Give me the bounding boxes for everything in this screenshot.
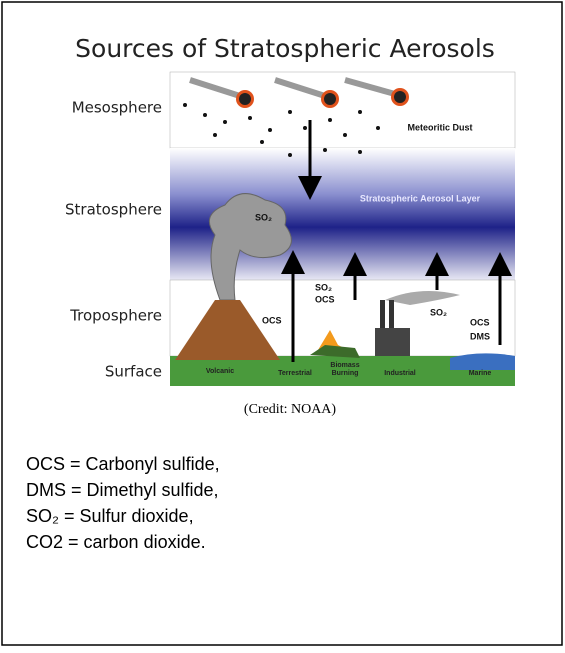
up-arrows bbox=[281, 250, 512, 362]
shape bbox=[389, 300, 394, 330]
biomass-pile bbox=[310, 345, 360, 358]
smoke bbox=[385, 291, 460, 305]
shape bbox=[303, 126, 307, 130]
illustration: Meteoritic Dust Stratospheric Aerosol La… bbox=[169, 71, 516, 386]
definition: SO₂ = Sulfur dioxide, bbox=[26, 506, 194, 526]
shape bbox=[358, 150, 362, 154]
title: Sources of Stratospheric Aerosols bbox=[75, 34, 495, 63]
shape bbox=[268, 128, 272, 132]
layer-label: Mesosphere bbox=[72, 99, 162, 117]
definition: CO2 = carbon dioxide. bbox=[26, 532, 206, 552]
marine-ocs: OCS bbox=[470, 317, 490, 327]
definition: DMS = Dimethyl sulfide, bbox=[26, 480, 219, 500]
shape bbox=[288, 110, 292, 114]
shape bbox=[239, 93, 251, 105]
source-label: Burning bbox=[332, 370, 359, 377]
shape bbox=[189, 77, 241, 99]
ocean bbox=[450, 353, 515, 370]
layer-label: Troposphere bbox=[69, 307, 162, 325]
aerosol-layer-label: Stratospheric Aerosol Layer bbox=[360, 193, 481, 203]
shape bbox=[248, 116, 252, 120]
meteors bbox=[189, 77, 409, 108]
shape bbox=[343, 133, 347, 137]
plume bbox=[208, 193, 292, 301]
shape bbox=[358, 110, 362, 114]
mesosphere-band bbox=[169, 71, 516, 149]
volcanic-ocs: OCS bbox=[262, 315, 282, 325]
industrial-so2: SO₂ bbox=[430, 307, 447, 317]
fire bbox=[318, 330, 348, 350]
shape bbox=[203, 113, 207, 117]
shape bbox=[324, 93, 336, 105]
shape bbox=[213, 133, 217, 137]
source-label: Marine bbox=[469, 370, 492, 377]
shape bbox=[288, 153, 292, 157]
shape bbox=[274, 77, 326, 99]
source-label: Biomass bbox=[330, 362, 359, 369]
shape bbox=[380, 300, 385, 330]
biomass-ocs: OCS bbox=[315, 294, 335, 304]
volcano bbox=[175, 300, 280, 360]
source-label: Terrestrial bbox=[278, 370, 312, 377]
layer-label: Surface bbox=[105, 363, 162, 381]
biomass-so2: SO₂ bbox=[315, 282, 332, 292]
dust bbox=[183, 103, 380, 157]
layer-label: Stratosphere bbox=[65, 201, 162, 219]
credit: (Credit: NOAA) bbox=[244, 402, 336, 417]
plume-so2: SO₂ bbox=[255, 212, 272, 222]
meteoritic-dust-label: Meteoritic Dust bbox=[407, 122, 472, 132]
source-label: Industrial bbox=[384, 370, 416, 377]
factory bbox=[375, 328, 410, 356]
shape bbox=[323, 148, 327, 152]
shape bbox=[183, 103, 187, 107]
shape bbox=[344, 77, 396, 97]
definition: OCS = Carbonyl sulfide, bbox=[26, 454, 220, 474]
shape bbox=[394, 91, 406, 103]
marine-dms: DMS bbox=[470, 331, 490, 341]
shape bbox=[260, 140, 264, 144]
shape bbox=[223, 120, 227, 124]
shape bbox=[376, 126, 380, 130]
shape bbox=[328, 118, 332, 122]
source-label: Volcanic bbox=[206, 368, 234, 375]
